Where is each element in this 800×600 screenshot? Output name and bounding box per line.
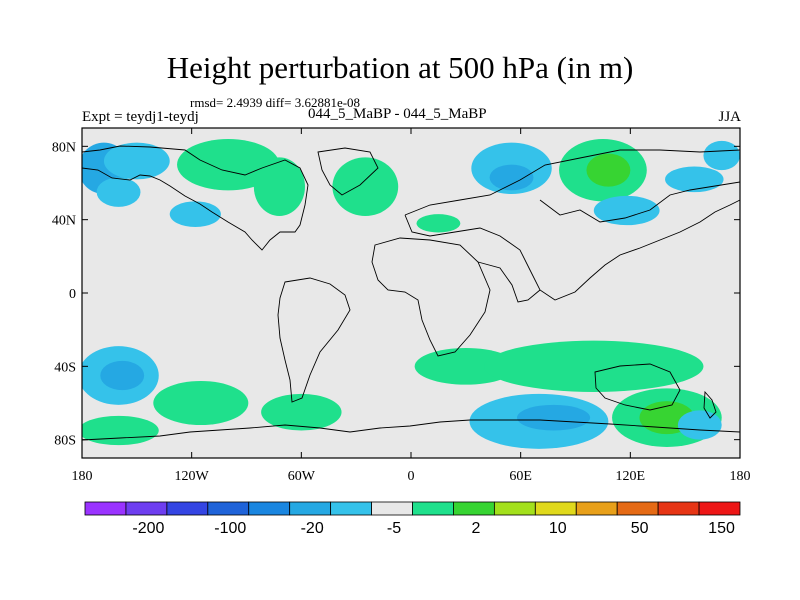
- colorbar-swatch-7: [371, 501, 413, 516]
- colorbar-swatch-6: [330, 501, 372, 516]
- anomaly-region-5: [169, 201, 221, 228]
- anomaly-region-2: [96, 177, 141, 207]
- y-tick-label-2: 0: [69, 287, 76, 302]
- anomaly-region-23: [517, 404, 591, 431]
- anomaly-region-26: [677, 410, 722, 440]
- anomaly-region-13: [665, 166, 724, 193]
- colorbar-label-0: -200: [132, 520, 164, 537]
- colorbar-swatch-8: [412, 501, 454, 516]
- y-tick-label-3: 40S: [54, 360, 76, 375]
- colorbar-label-3: -5: [387, 520, 401, 537]
- anomaly-region-17: [82, 415, 159, 446]
- coastline-eurasia: [404, 149, 740, 301]
- colorbar-label-7: 150: [708, 520, 735, 537]
- coastline-arabia-india: [477, 261, 541, 303]
- y-tick-label-0: 80N: [52, 140, 76, 155]
- coastline-north-america: [82, 145, 309, 251]
- colorbar-swatch-5: [289, 501, 332, 516]
- colorbar-swatch-1: [125, 501, 168, 516]
- case-label: 044_5_MaBP - 044_5_MaBP: [308, 106, 487, 122]
- x-tick-label-2: 60W: [288, 469, 316, 484]
- y-axis: 80N 40N 0 40S 80S: [52, 140, 740, 449]
- colorbar-swatch-14: [657, 501, 700, 516]
- experiment-label: Expt = teydj1-teydj: [82, 109, 199, 125]
- colorbar-swatch-13: [616, 501, 659, 516]
- colorbar-swatch-9: [453, 501, 495, 516]
- colorbar-swatch-4: [248, 501, 291, 516]
- anomaly-region-11: [586, 153, 631, 187]
- colorbar: -200 -100 -20 -5 2 10 50 150: [84, 501, 741, 537]
- x-tick-label-4: 60E: [509, 469, 532, 484]
- y-tick-label-1: 40N: [52, 214, 76, 229]
- stats-line: rmsd= 2.4939 diff= 3.62881e-08: [190, 95, 361, 110]
- coastline-south-america: [277, 277, 351, 403]
- season-label: JJA: [718, 109, 741, 125]
- x-tick-label-3: 0: [408, 469, 415, 484]
- colorbar-swatch-2: [166, 501, 209, 516]
- colorbar-label-6: 50: [631, 520, 649, 537]
- colorbar-label-5: 10: [549, 520, 567, 537]
- anomaly-fill-layer: [82, 139, 740, 449]
- colorbar-swatch-15: [698, 501, 741, 516]
- anomaly-region-19: [261, 393, 342, 431]
- anomaly-region-1: [103, 142, 170, 180]
- colorbar-label-4: 2: [471, 520, 480, 537]
- x-tick-label-5: 120E: [616, 469, 646, 484]
- x-tick-label-1: 120W: [175, 469, 210, 484]
- colorbar-swatch-10: [493, 501, 536, 516]
- coastline-australia: [594, 363, 681, 411]
- anomaly-region-7: [416, 214, 461, 233]
- colorbar-label-1: -100: [214, 520, 246, 537]
- anomaly-region-6: [332, 157, 399, 217]
- x-axis: 180 120W 60W 0 60E 120E 180: [72, 128, 751, 484]
- coastline-greenland: [317, 147, 379, 196]
- anomaly-region-9: [489, 164, 534, 191]
- x-tick-label-0: 180: [72, 469, 93, 484]
- anomaly-region-18: [153, 381, 249, 425]
- coastline-antarctica: [82, 419, 740, 441]
- colorbar-swatch-3: [207, 501, 250, 516]
- anomaly-region-4: [253, 157, 305, 217]
- colorbar-swatch-0: [84, 501, 127, 516]
- chart-title: Height perturbation at 500 hPa (in m): [166, 50, 634, 85]
- colorbar-label-2: -20: [301, 520, 324, 537]
- x-tick-label-6: 180: [730, 469, 751, 484]
- coastline-africa: [371, 237, 491, 357]
- anomaly-region-3: [177, 139, 280, 191]
- anomaly-region-16: [100, 360, 145, 391]
- colorbar-swatch-11: [534, 501, 577, 516]
- coastline-layer: [82, 145, 740, 441]
- y-tick-label-4: 80S: [54, 434, 76, 449]
- anomaly-region-14: [703, 140, 740, 171]
- anomaly-region-12: [593, 195, 660, 226]
- coastline-new-zealand: [703, 390, 717, 419]
- anomaly-region-21: [484, 340, 704, 393]
- colorbar-swatch-12: [575, 501, 618, 516]
